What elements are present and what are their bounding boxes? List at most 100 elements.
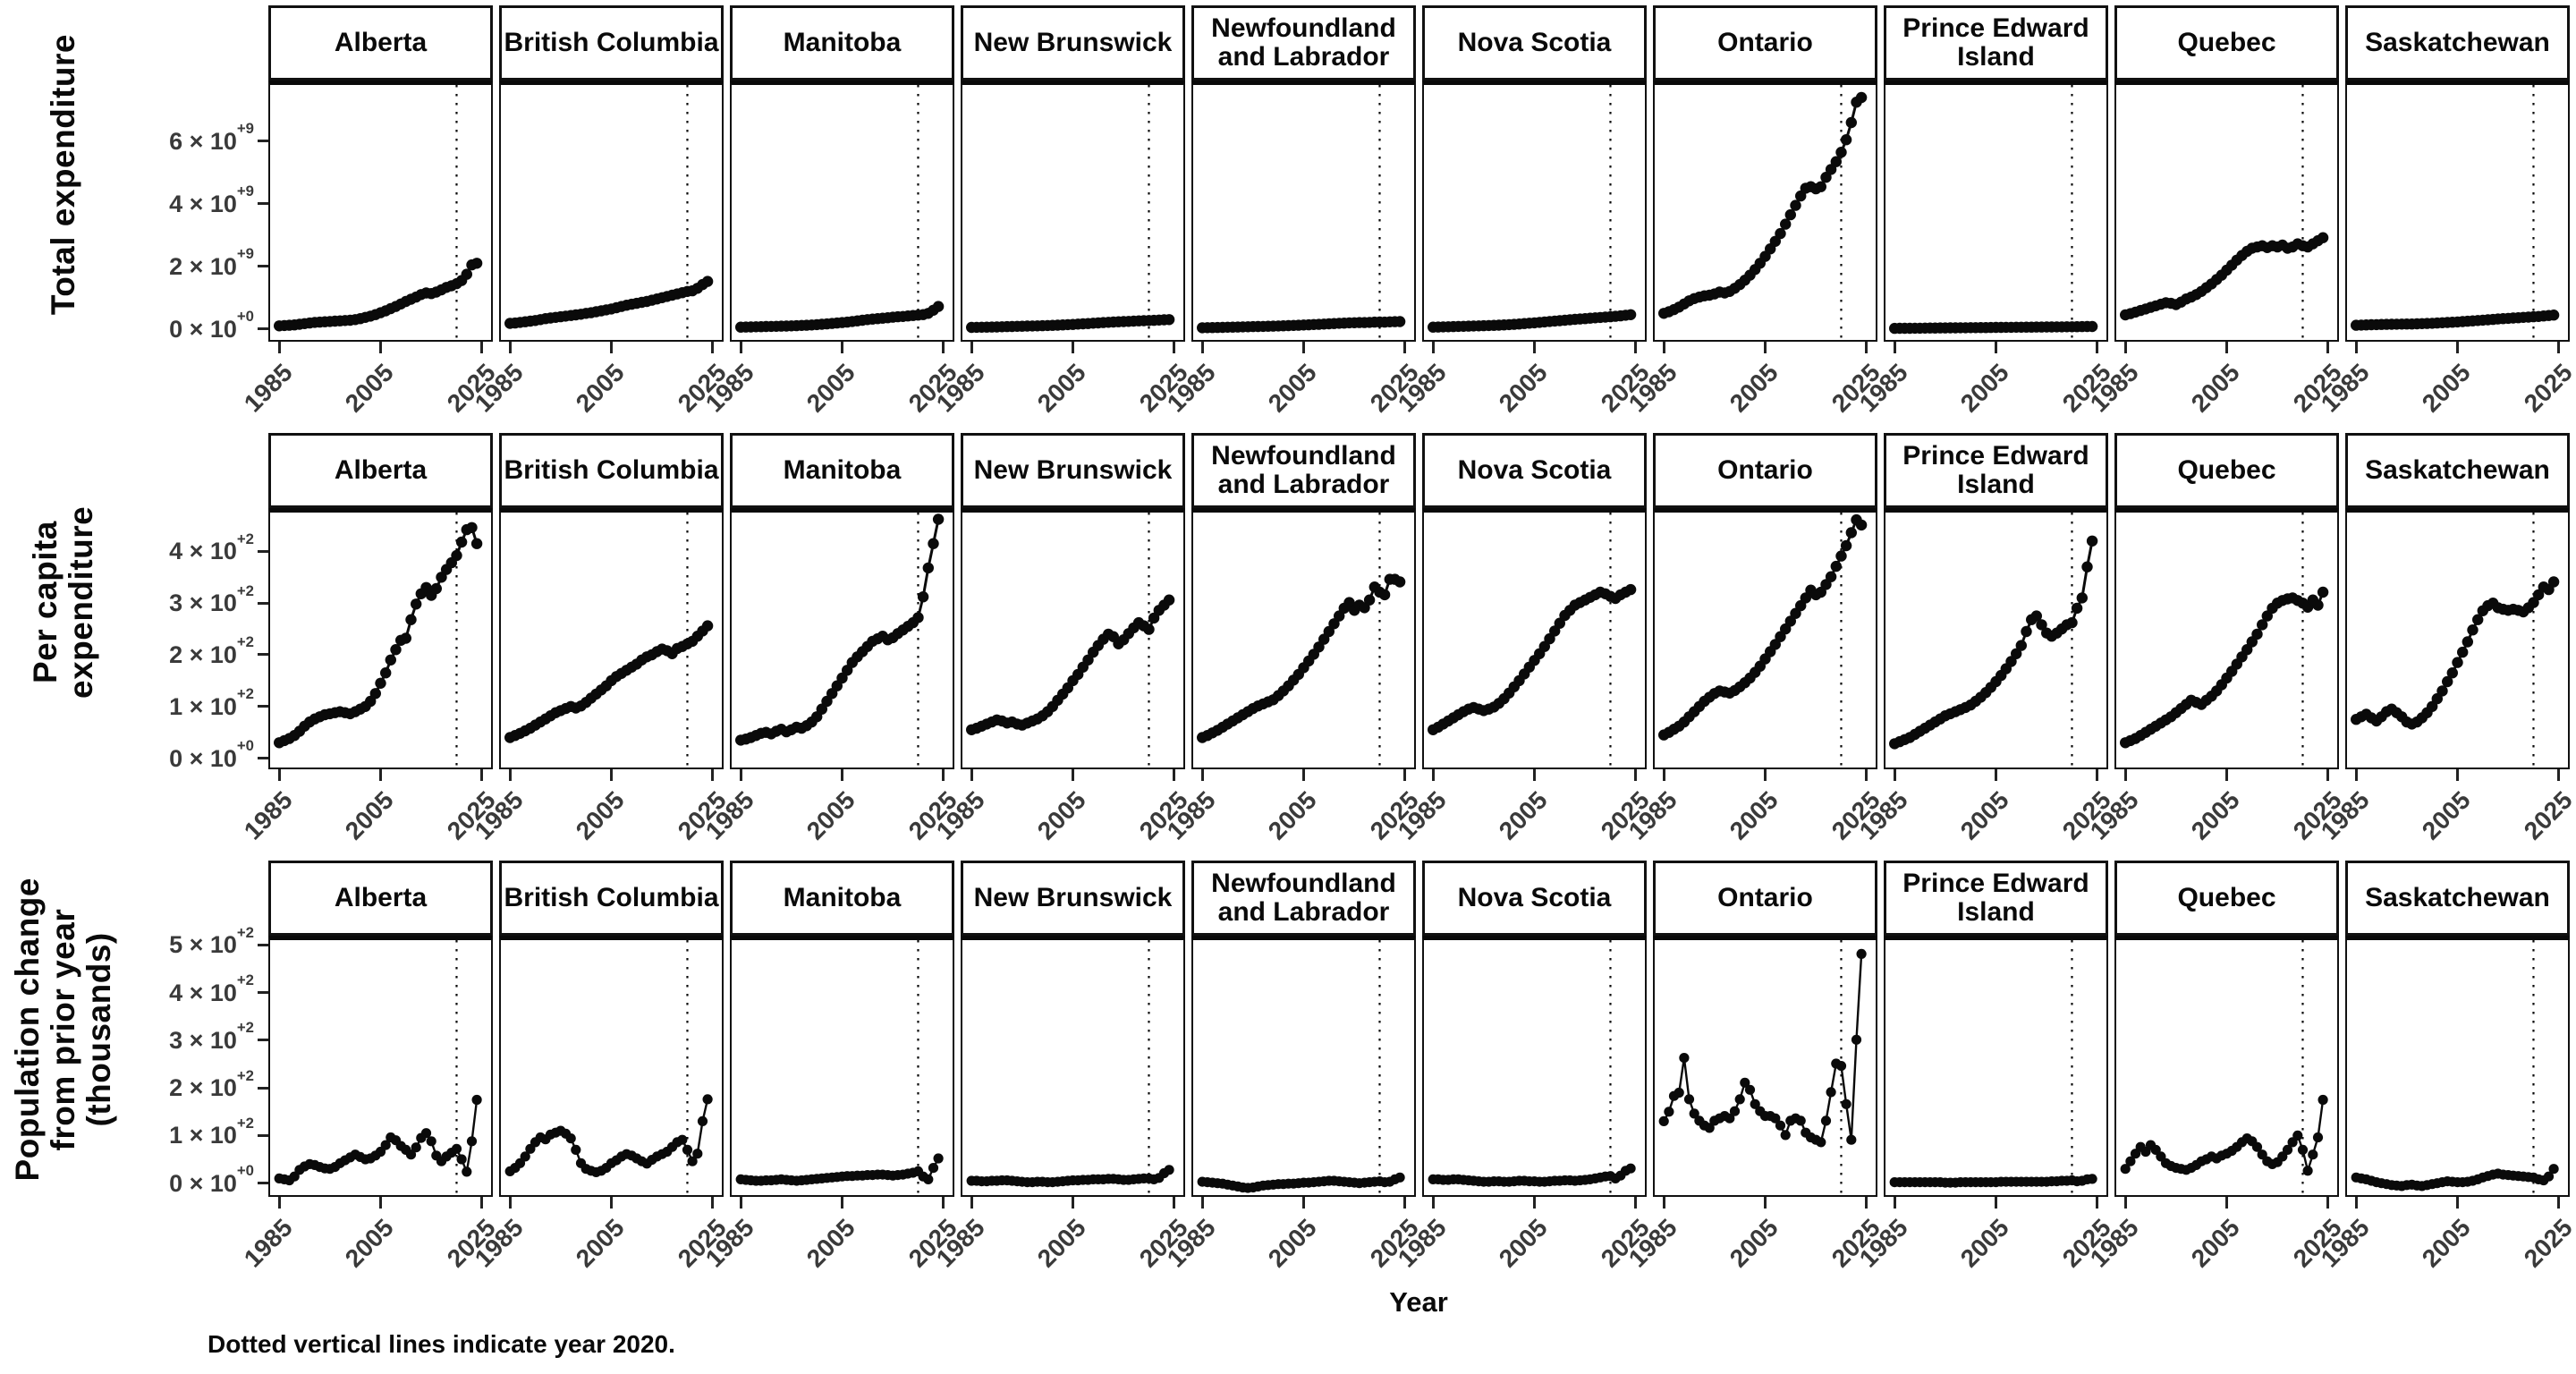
x-tick-mark <box>1302 1197 1305 1209</box>
facet-row: Total expenditure 0 × 10+0 2 × 10+9 4 × 10+… <box>7 5 2576 433</box>
x-tick-mark <box>2354 769 2358 781</box>
facet-panel: Saskatchewan 1985 2005 2025 <box>2316 861 2576 1286</box>
facet-strip-title: Manitoba <box>730 5 954 81</box>
x-tick-label: 2005 <box>1032 785 1092 845</box>
x-axis: 1985 2005 2025 <box>2316 769 2576 859</box>
y-tick-mark <box>258 202 268 206</box>
panel-plot <box>735 940 944 1195</box>
y-tick-mark <box>258 327 268 331</box>
x-tick-mark <box>1634 1197 1638 1209</box>
facet-strip-title: Ontario <box>1653 433 1877 508</box>
y-tick-label: 2 × 10+9 <box>169 245 254 280</box>
data-line <box>1663 96 1863 315</box>
x-tick-label: 2005 <box>1263 358 1323 418</box>
x-tick-label: 2005 <box>801 358 861 418</box>
y-tick-label: 3 × 10+2 <box>169 1019 254 1054</box>
data-points <box>2120 232 2329 321</box>
y-tick-mark <box>258 757 268 760</box>
facet-strip-title: Saskatchewan <box>2345 5 2570 81</box>
facet-panel: Saskatchewan 1985 2005 2025 <box>2316 433 2576 859</box>
data-points <box>1889 320 2098 335</box>
x-axis: 1985 2005 2025 <box>1854 769 2115 859</box>
facet-panel: Alberta 1985 2005 2025 <box>239 861 500 1286</box>
x-tick-mark <box>1403 1197 1407 1209</box>
facet-strip-title: Ontario <box>1653 861 1877 936</box>
x-tick-label: 2005 <box>571 1213 631 1273</box>
panel-plot <box>1197 940 1405 1195</box>
y-tick-label: 3 × 10+2 <box>169 581 254 617</box>
x-tick-mark <box>2557 1197 2561 1209</box>
x-tick-mark <box>711 769 715 781</box>
data-points <box>274 258 483 332</box>
data-points <box>735 513 945 746</box>
y-tick-mark <box>258 991 268 995</box>
y-tick-mark <box>258 140 268 143</box>
y-tick-mark <box>258 653 268 657</box>
x-tick-mark <box>1764 342 1767 353</box>
panel-plot-area <box>961 508 1185 769</box>
x-tick-label: 2005 <box>2417 358 2477 418</box>
facet-panel: Nova Scotia 1985 2005 2025 <box>1393 433 1654 859</box>
y-tick-label: 4 × 10+2 <box>169 530 254 565</box>
x-axis: 1985 2005 2025 <box>239 1197 500 1286</box>
y-tick-mark <box>258 549 268 553</box>
data-points <box>2351 310 2560 331</box>
x-axis: 1985 2005 2025 <box>1162 342 1423 431</box>
x-tick-mark <box>2326 769 2330 781</box>
panel-plot-area <box>268 81 493 342</box>
x-axis: 1985 2005 2025 <box>2085 1197 2346 1286</box>
x-axis: 1985 2005 2025 <box>931 342 1192 431</box>
y-tick-label: 0 × 10+0 <box>169 737 254 772</box>
x-tick-mark <box>1764 769 1767 781</box>
x-axis: 1985 2005 2025 <box>931 769 1192 859</box>
x-tick-label: 2005 <box>1724 785 1784 845</box>
x-tick-mark <box>1865 342 1868 353</box>
x-tick-mark <box>2354 1197 2358 1209</box>
x-tick-label: 1985 <box>238 358 298 418</box>
data-points <box>1889 535 2098 750</box>
panel-plot-area <box>1884 508 2108 769</box>
x-tick-mark <box>2225 1197 2228 1209</box>
data-points <box>1658 91 1868 319</box>
facet-strip-title: Saskatchewan <box>2345 861 2570 936</box>
x-tick-label: 2005 <box>801 1213 861 1273</box>
x-tick-mark <box>610 342 613 353</box>
x-tick-label: 2025 <box>2518 358 2576 418</box>
data-points <box>274 1094 482 1186</box>
x-tick-label: 2005 <box>340 1213 400 1273</box>
data-line <box>2355 581 2555 726</box>
panel-plot <box>504 940 713 1195</box>
x-tick-mark <box>1865 769 1868 781</box>
x-tick-mark <box>2123 1197 2127 1209</box>
data-points <box>966 314 1175 334</box>
x-tick-mark <box>1431 769 1435 781</box>
row-label: Population change from prior year (thous… <box>7 861 119 1199</box>
data-points <box>966 1165 1174 1188</box>
x-tick-mark <box>1431 342 1435 353</box>
y-tick-label: 4 × 10+2 <box>169 971 254 1006</box>
y-tick-mark <box>258 601 268 605</box>
facet-rows: Total expenditure 0 × 10+0 2 × 10+9 4 × 10+… <box>7 5 2576 1288</box>
facet-panel: Newfoundland and Labrador 1985 2005 2025 <box>1162 861 1423 1286</box>
facet-strip-title: Prince Edward Island <box>1884 433 2108 508</box>
x-tick-mark <box>2096 342 2099 353</box>
panel-plot <box>1658 513 1868 768</box>
panel-plot <box>504 85 714 340</box>
x-tick-mark <box>610 769 613 781</box>
panel-plot-area <box>730 508 954 769</box>
x-tick-mark <box>841 769 843 781</box>
x-tick-mark <box>2225 769 2228 781</box>
panel-plot <box>2351 513 2560 768</box>
x-axis: 1985 2005 2025 <box>700 342 962 431</box>
panel-plot-area <box>268 936 493 1197</box>
facet-panel: New Brunswick 1985 2005 2025 <box>931 5 1192 431</box>
x-tick-label: 2005 <box>1724 358 1784 418</box>
x-tick-label: 2005 <box>1955 785 2015 845</box>
y-tick-mark <box>258 1039 268 1042</box>
x-axis: 1985 2005 2025 <box>2085 342 2346 431</box>
x-tick-mark <box>1302 342 1305 353</box>
y-tick-label: 6 × 10+9 <box>169 120 254 155</box>
facet-strip-title: Prince Edward Island <box>1884 861 2108 936</box>
facet-panel: Prince Edward Island 1985 2005 2025 <box>1854 5 2115 431</box>
y-tick-label: 5 × 10+2 <box>169 923 254 959</box>
